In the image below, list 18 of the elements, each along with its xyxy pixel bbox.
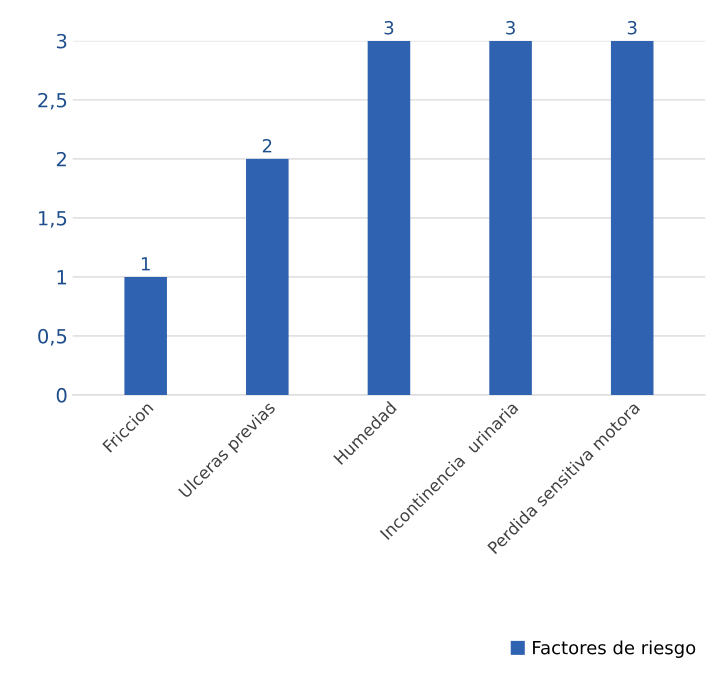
y-tick-label: 2 bbox=[56, 152, 66, 166]
y-tick-label: 3 bbox=[56, 34, 66, 49]
data-label: 3 bbox=[384, 20, 394, 35]
bar bbox=[124, 276, 167, 395]
bar bbox=[489, 40, 532, 395]
data-label: 3 bbox=[506, 20, 515, 35]
data-label: 2 bbox=[262, 138, 272, 152]
data-label: 3 bbox=[628, 20, 637, 35]
bar bbox=[610, 40, 654, 395]
data-label: 1 bbox=[142, 257, 150, 270]
y-tick-label: 2,5 bbox=[38, 92, 66, 110]
y-tick-label: 0,5 bbox=[38, 328, 66, 346]
bar bbox=[368, 40, 410, 395]
y-tick-label: 0 bbox=[56, 388, 67, 403]
bar bbox=[246, 158, 289, 395]
y-tick-label: 1,5 bbox=[39, 211, 66, 228]
legend-label: Factores de riesgo bbox=[533, 640, 696, 658]
y-tick-label: 1 bbox=[58, 270, 66, 284]
